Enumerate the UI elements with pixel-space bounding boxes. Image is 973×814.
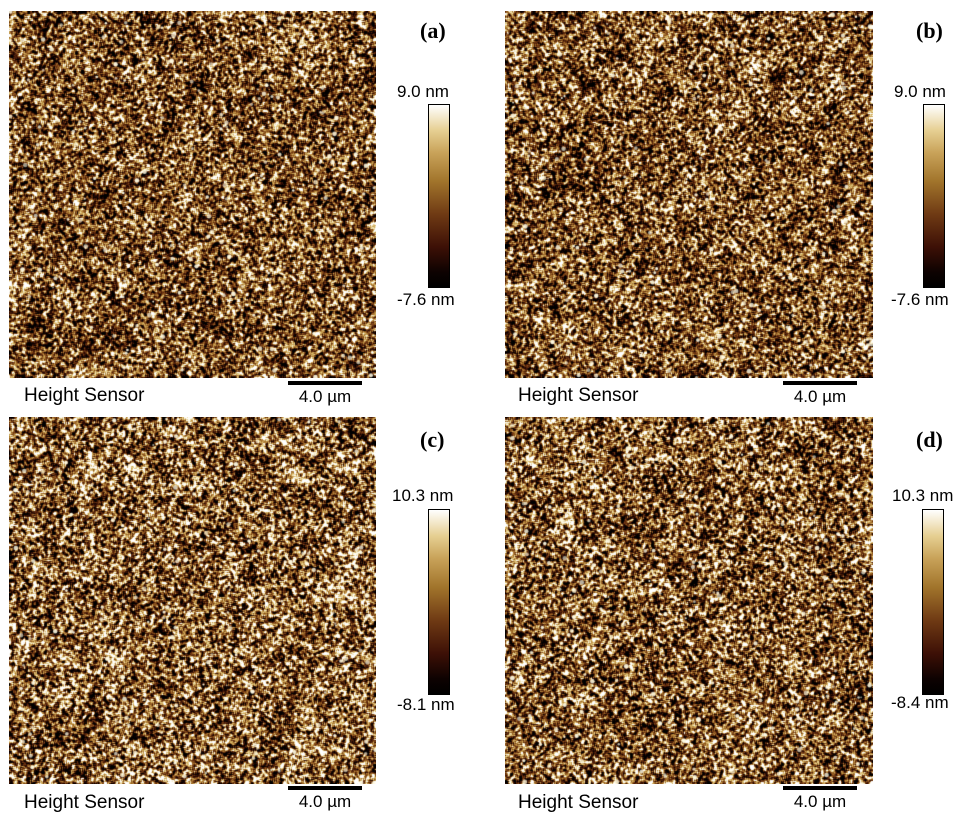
scale-bar-label: 4.0 µm xyxy=(793,792,847,811)
colorbar xyxy=(428,104,450,288)
channel-caption: Height Sensor xyxy=(24,385,145,406)
afm-panel-b: (b) 9.0 nm -7.6 nm Height Sensor 4.0 µm xyxy=(494,0,973,406)
afm-panel-d: (d) 10.3 nm -8.4 nm Height Sensor 4.0 µm xyxy=(494,406,973,813)
scale-bar-label: 4.0 µm xyxy=(298,792,352,811)
colorbar-min-label: -7.6 nm xyxy=(891,290,949,309)
colorbar xyxy=(923,104,945,288)
panel-label: (a) xyxy=(420,18,446,43)
scale-bar-label: 4.0 µm xyxy=(298,387,352,406)
scale-bar xyxy=(288,786,362,790)
panel-label: (b) xyxy=(916,18,943,43)
afm-panel-c: (c) 10.3 nm -8.1 nm Height Sensor 4.0 µm xyxy=(0,406,486,813)
colorbar xyxy=(428,509,450,695)
colorbar-min-label: -7.6 nm xyxy=(397,290,455,309)
colorbar-min-label: -8.4 nm xyxy=(891,693,949,712)
panel-label: (d) xyxy=(916,427,943,452)
afm-height-image xyxy=(9,11,376,378)
colorbar xyxy=(922,509,944,695)
scale-bar-label: 4.0 µm xyxy=(793,387,847,406)
panel-label: (c) xyxy=(420,427,445,452)
scale-bar xyxy=(783,381,857,385)
afm-panel-a: (a) 9.0 nm -7.6 nm Height Sensor 4.0 µm xyxy=(0,0,486,406)
channel-caption: Height Sensor xyxy=(518,385,639,406)
colorbar-min-label: -8.1 nm xyxy=(397,695,455,714)
scale-bar xyxy=(783,786,857,790)
afm-height-image xyxy=(505,11,873,378)
afm-height-image xyxy=(505,417,873,784)
colorbar-max-label: 9.0 nm xyxy=(397,82,449,101)
channel-caption: Height Sensor xyxy=(24,792,145,813)
afm-height-image xyxy=(9,417,376,784)
scale-bar xyxy=(288,381,362,385)
colorbar-max-label: 10.3 nm xyxy=(892,486,954,505)
colorbar-max-label: 10.3 nm xyxy=(392,486,454,505)
channel-caption: Height Sensor xyxy=(518,792,639,813)
colorbar-max-label: 9.0 nm xyxy=(894,82,946,101)
